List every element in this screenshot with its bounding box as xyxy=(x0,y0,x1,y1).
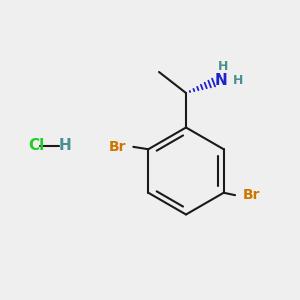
Text: Br: Br xyxy=(242,188,260,202)
Text: N: N xyxy=(215,73,228,88)
Text: Br: Br xyxy=(109,140,127,154)
Text: H: H xyxy=(218,59,228,73)
Text: Cl: Cl xyxy=(28,138,45,153)
Text: H: H xyxy=(58,138,71,153)
Text: H: H xyxy=(233,74,244,87)
